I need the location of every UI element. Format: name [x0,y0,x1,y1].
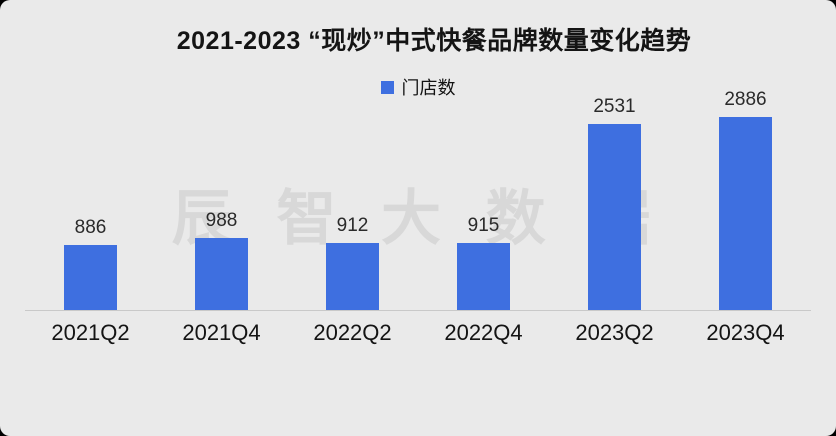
x-axis-labels: 2021Q2 2021Q4 2022Q2 2022Q4 2023Q2 2023Q4 [25,320,811,346]
bar [195,238,248,310]
bar-column: 2886 [680,89,811,310]
bar [719,116,772,310]
legend-swatch-icon [380,80,394,94]
x-axis-label: 2022Q4 [444,320,523,345]
bar-value-label: 912 [336,215,369,237]
bar-value-label: 988 [205,210,238,232]
x-axis-label: 2021Q2 [51,320,130,345]
x-axis-label: 2021Q4 [182,320,261,345]
x-axis-label: 2023Q4 [706,320,785,345]
bar-column: 2531 [549,90,680,310]
bar [64,245,117,310]
bar-value-label: 915 [467,215,500,237]
bar-value-label: 2886 [724,89,767,110]
legend-label: 门店数 [401,78,456,98]
bars-container: 886 988 912 915 2531 2886 [25,89,811,310]
bar [457,243,510,310]
bar-column: 988 [156,90,287,310]
bar [588,124,641,310]
x-axis-label: 2022Q2 [313,320,392,345]
chart-title: 2021-2023 “现炒”中式快餐品牌数量变化趋势 [176,27,692,55]
plot-area: 886 988 912 915 2531 2886 [25,89,811,310]
x-axis-label: 2023Q2 [575,320,654,345]
watermark-text: 辰 智 大 数 据 [171,185,665,252]
bar-column: 886 [25,90,156,310]
bar-value-label: 886 [74,217,107,239]
bar-column: 915 [418,90,549,310]
bar-column: 912 [287,90,418,310]
legend[interactable]: 门店数 [0,74,836,100]
bar-value-label: 2531 [593,96,636,118]
bar [326,243,379,310]
x-axis-line [25,310,811,311]
